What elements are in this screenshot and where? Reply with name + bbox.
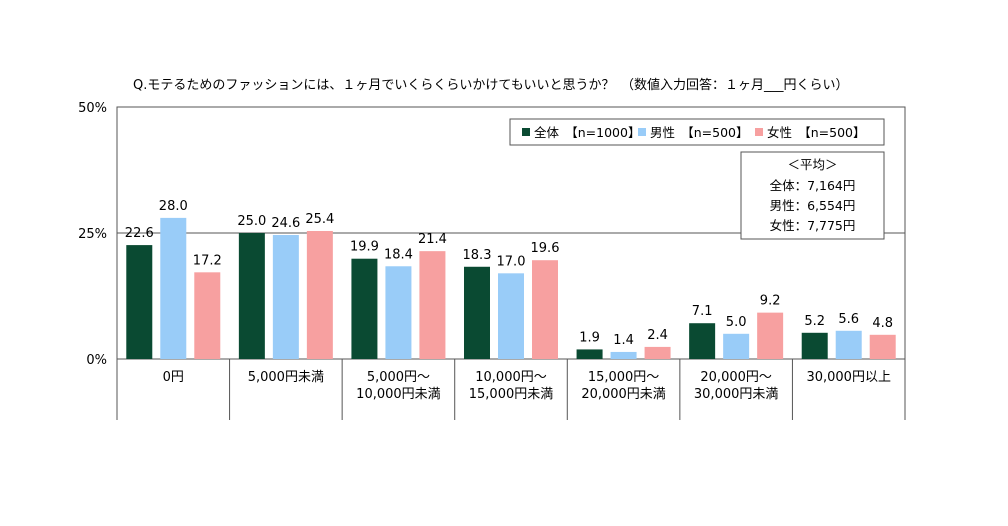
bar	[835, 330, 862, 359]
bar	[723, 333, 750, 359]
bar	[419, 251, 446, 359]
bar	[610, 351, 637, 359]
bar	[351, 258, 378, 359]
category-label: 5,000円～	[367, 370, 430, 385]
data-label: 5.2	[804, 314, 825, 329]
data-label: 18.3	[463, 248, 492, 263]
legend: 全体 【n=1000】 男性 【n=500】 女性 【n=500】	[509, 118, 885, 146]
data-labels: 22.6 28.0 17.2 25.0 24.6 25.4 19.9 18.4 21.4 18.3…	[125, 199, 893, 348]
data-label: 17.2	[193, 253, 222, 268]
data-label: 21.4	[418, 232, 447, 247]
average-line: 全体：7,164円	[770, 178, 856, 193]
bar	[126, 245, 153, 359]
average-heading: ＜平均＞	[787, 157, 837, 172]
data-label: 7.1	[692, 304, 713, 319]
category-labels: 0円 5,000円未満 5,000円～ 10,000円未満 10,000円～ 15,000…	[163, 370, 891, 402]
category-label: 30,000円以上	[806, 370, 891, 385]
legend-entry: 男性 【n=500】	[650, 125, 749, 140]
bar	[869, 334, 896, 359]
category-label: 15,000円～	[588, 370, 660, 385]
legend-entry: 全体 【n=1000】	[534, 125, 640, 140]
y-tick-label: 0%	[86, 353, 107, 368]
bar	[238, 233, 265, 359]
chart-title: Q.モテるためのファッションには、１ヶ月でいくらくらいかけてもいいと思うか？ （…	[133, 77, 848, 93]
data-label: 24.6	[271, 216, 300, 231]
data-label: 22.6	[125, 226, 154, 241]
data-label: 5.6	[838, 312, 859, 327]
y-tick-label: 50%	[78, 101, 107, 116]
category-label: 0円	[163, 370, 184, 385]
data-label: 5.0	[726, 315, 747, 330]
data-label: 4.8	[872, 316, 893, 331]
bar	[464, 266, 490, 359]
legend-swatch	[755, 128, 763, 136]
bar	[532, 260, 558, 359]
category-label: 5,000円未満	[248, 370, 324, 385]
data-label: 2.4	[647, 328, 668, 343]
bars	[126, 217, 896, 359]
legend-box	[509, 118, 885, 146]
bar	[306, 230, 333, 359]
category-label: 20,000円未満	[581, 387, 666, 402]
data-label: 25.0	[237, 214, 266, 229]
legend-swatch	[638, 128, 646, 136]
bar	[757, 312, 784, 359]
bar	[160, 217, 187, 359]
average-line: 女性：7,775円	[770, 218, 856, 233]
average-box-frame	[740, 151, 885, 240]
bar	[194, 272, 221, 359]
data-label: 25.4	[305, 212, 334, 227]
data-label: 19.9	[350, 240, 379, 255]
bar	[689, 323, 716, 359]
category-label: 15,000円未満	[469, 387, 554, 402]
average-line: 男性：6,554円	[770, 198, 856, 213]
bar	[272, 235, 299, 359]
bar	[385, 266, 412, 359]
data-label: 28.0	[159, 199, 188, 214]
data-label: 18.4	[384, 247, 413, 262]
category-label: 10,000円未満	[356, 387, 441, 402]
data-label: 9.2	[760, 294, 781, 309]
category-label: 10,000円～	[475, 370, 547, 385]
bar	[644, 346, 671, 359]
bar	[801, 332, 828, 359]
category-label: 30,000円未満	[694, 387, 779, 402]
legend-entry: 女性 【n=500】	[767, 125, 866, 140]
legend-swatch	[522, 128, 530, 136]
data-label: 19.6	[531, 241, 560, 256]
data-label: 1.4	[613, 333, 634, 348]
data-label: 1.9	[579, 330, 600, 345]
data-label: 17.0	[497, 254, 526, 269]
bar	[576, 349, 603, 359]
y-tick-label: 25%	[78, 227, 107, 242]
category-label: 20,000円～	[700, 370, 772, 385]
bar	[498, 273, 524, 359]
